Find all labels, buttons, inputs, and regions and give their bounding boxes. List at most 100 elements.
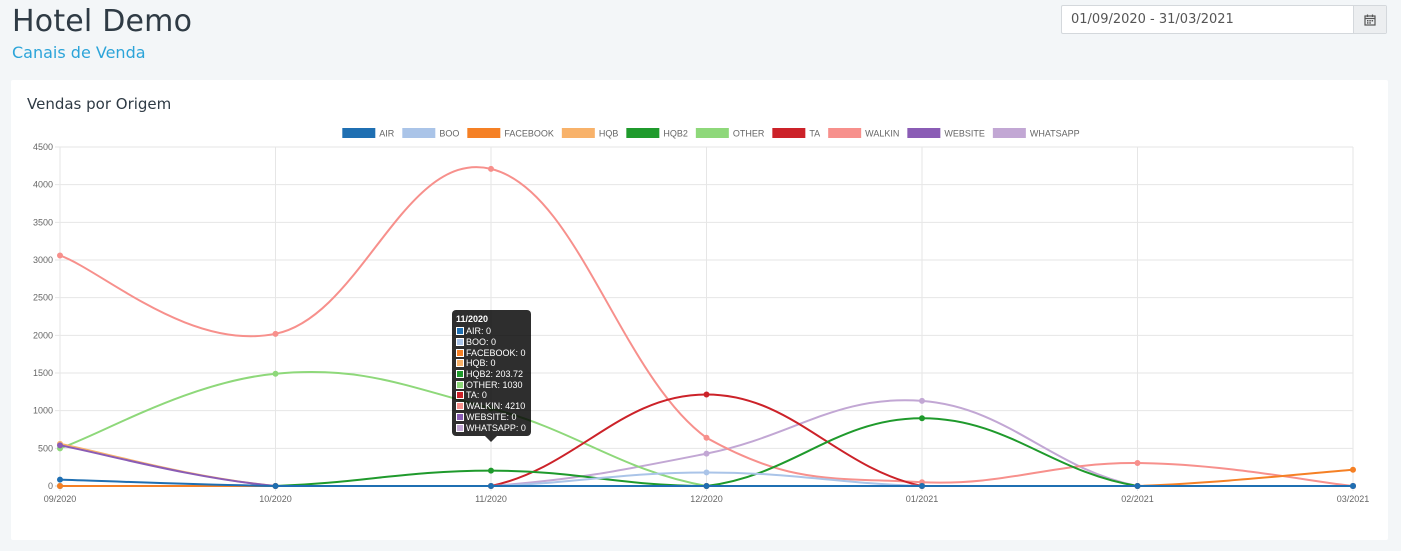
y-tick-label: 3000	[33, 255, 53, 265]
data-point-walkin	[703, 434, 710, 441]
data-point-air	[1350, 483, 1356, 489]
tooltip-row: WALKIN: 4210	[456, 401, 527, 412]
data-point-air	[272, 483, 279, 489]
tooltip-swatch	[456, 412, 464, 421]
data-point-hqb2	[488, 467, 494, 474]
data-point-walkin	[1134, 460, 1141, 467]
x-tick-label: 03/2021	[1337, 494, 1370, 504]
date-range-picker[interactable]: 01/09/2020 - 31/03/2021	[1061, 5, 1387, 34]
data-point-air	[919, 483, 925, 489]
y-tick-label: 0	[48, 481, 53, 491]
tooltip-row-text: WHATSAPP: 0	[466, 422, 526, 433]
data-point-air	[1134, 483, 1141, 489]
legend-swatch-walkin	[828, 128, 862, 138]
tooltip-row-text: TA: 0	[466, 390, 487, 401]
tooltip-row-text: OTHER: 1030	[466, 379, 523, 390]
legend-swatch-facebook	[467, 128, 501, 138]
tooltip-row-text: HQB: 0	[466, 358, 496, 369]
legend-label-walkin: WALKIN	[865, 129, 899, 139]
data-point-walkin	[272, 330, 279, 337]
legend-swatch-hqb2	[626, 128, 660, 138]
tooltip-swatch	[456, 348, 464, 357]
page-subtitle: Canais de Venda	[12, 43, 146, 62]
tooltip-row: HQB2: 203.72	[456, 369, 527, 380]
data-point-walkin	[488, 165, 494, 172]
data-point-facebook	[1350, 466, 1356, 473]
data-point-facebook	[57, 483, 63, 489]
legend-label-air: AIR	[379, 129, 395, 139]
data-point-whatsapp	[919, 397, 925, 404]
tooltip-row: HQB: 0	[456, 358, 527, 369]
data-point-boo	[703, 469, 710, 476]
legend-label-other: OTHER	[733, 129, 765, 139]
tooltip-swatch	[456, 370, 464, 379]
tooltip-row-text: FACEBOOK: 0	[466, 347, 526, 358]
legend-label-hqb: HQB	[599, 129, 619, 139]
data-point-walkin	[57, 252, 63, 259]
tooltip-row-text: AIR: 0	[466, 326, 492, 337]
x-tick-label: 02/2021	[1121, 494, 1154, 504]
tooltip-swatch	[456, 338, 464, 347]
legend-swatch-whatsapp	[992, 128, 1026, 138]
data-point-air	[703, 483, 710, 489]
tooltip-swatch	[456, 391, 464, 400]
calendar-icon	[1364, 14, 1376, 26]
calendar-button[interactable]	[1353, 6, 1386, 33]
data-point-other	[272, 370, 279, 377]
legend-label-hqb2: HQB2	[663, 129, 688, 139]
legend-label-website: WEBSITE	[944, 129, 985, 139]
legend-swatch-air	[342, 128, 376, 138]
y-tick-label: 2000	[33, 330, 53, 340]
legend-swatch-website	[907, 128, 941, 138]
y-tick-label: 3500	[33, 217, 53, 227]
legend-label-facebook: FACEBOOK	[504, 129, 554, 139]
tooltip-row: TA: 0	[456, 390, 527, 401]
tooltip-swatch	[456, 327, 464, 336]
x-tick-label: 09/2020	[44, 494, 77, 504]
tooltip-row: WEBSITE: 0	[456, 412, 527, 423]
x-tick-label: 10/2020	[259, 494, 292, 504]
y-tick-label: 1500	[33, 368, 53, 378]
tooltip-row: AIR: 0	[456, 326, 527, 337]
tooltip-swatch	[456, 423, 464, 432]
chart-title: Vendas por Origem	[27, 95, 172, 113]
tooltip-row-text: HQB2: 203.72	[466, 369, 524, 380]
y-tick-label: 4000	[33, 180, 53, 190]
legend-label-whatsapp: WHATSAPP	[1030, 129, 1080, 139]
legend-swatch-hqb	[561, 128, 595, 138]
tooltip-row-text: WEBSITE: 0	[466, 411, 517, 422]
y-tick-label: 1000	[33, 406, 53, 416]
x-tick-label: 11/2020	[475, 494, 507, 504]
page-title: Hotel Demo	[12, 4, 193, 39]
legend-swatch-other	[695, 128, 729, 138]
y-tick-label: 500	[38, 443, 53, 453]
line-chart: 0 500 1000 1500 2000 2500 3000 3500 4000 4500 09/2…	[33, 128, 1370, 504]
data-point-website	[57, 442, 63, 449]
x-tick-label: 01/2021	[906, 494, 939, 504]
tooltip-title: 11/2020	[456, 314, 489, 324]
x-tick-label: 12/2020	[690, 494, 723, 504]
y-tick-label: 4500	[33, 142, 53, 152]
data-point-whatsapp	[703, 450, 710, 457]
tooltip-row: BOO: 0	[456, 337, 527, 348]
tooltip-row-text: BOO: 0	[466, 337, 497, 348]
date-range-input[interactable]: 01/09/2020 - 31/03/2021	[1071, 12, 1234, 27]
tooltip-swatch	[456, 402, 464, 411]
data-point-ta	[703, 391, 710, 398]
tooltip-row-text: WALKIN: 4210	[466, 401, 526, 412]
chart-panel: Vendas por Origem 0 500 1000 1500 2000 2500 30…	[11, 80, 1388, 540]
chart-tooltip: 11/2020 AIR: 0 BOO: 0 FACEBOOK: 0 HQB: 0 HQB…	[452, 310, 531, 442]
data-point-air	[57, 476, 63, 483]
tooltip-swatch	[456, 380, 464, 389]
legend-label-boo: BOO	[439, 129, 459, 139]
tooltip-row: FACEBOOK: 0	[456, 347, 527, 358]
data-point-hqb2	[919, 415, 925, 422]
data-point-air	[488, 483, 494, 489]
tooltip-row: OTHER: 1030	[456, 379, 527, 390]
legend-swatch-boo	[402, 128, 436, 138]
legend-label-ta: TA	[809, 129, 820, 139]
tooltip-swatch	[456, 359, 464, 368]
tooltip-row: WHATSAPP: 0	[456, 422, 527, 433]
legend-swatch-ta	[772, 128, 806, 138]
y-tick-label: 2500	[33, 293, 53, 303]
